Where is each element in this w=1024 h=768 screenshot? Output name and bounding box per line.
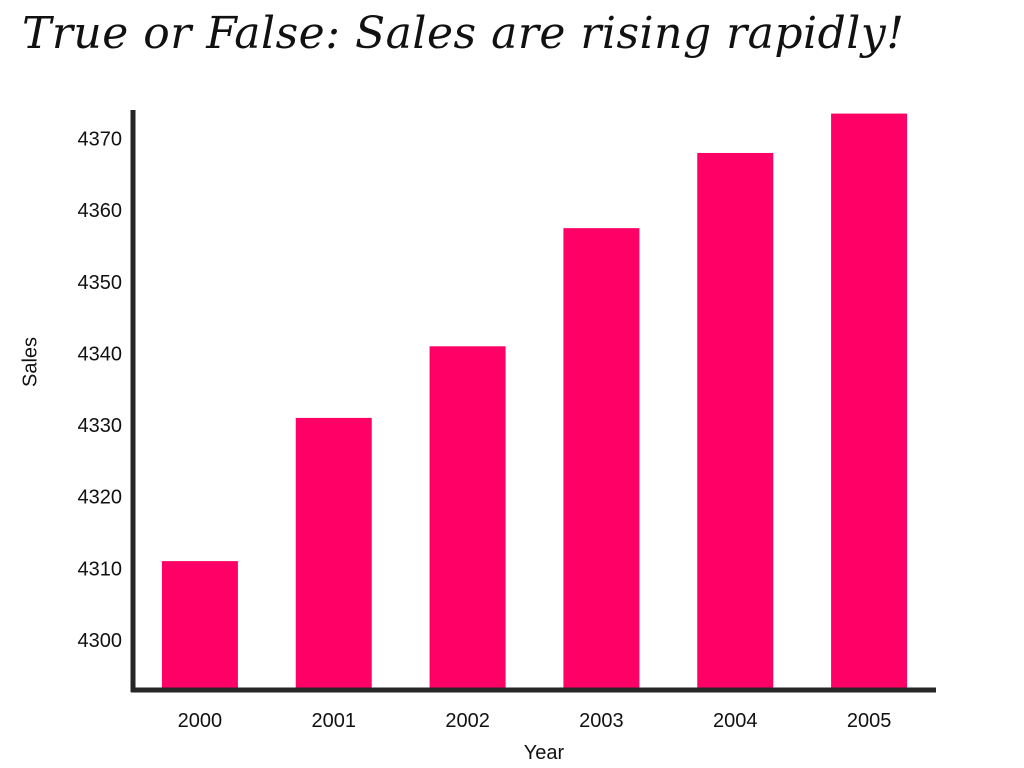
y-axis-label: Sales — [19, 336, 42, 388]
x-tick-label-2005: 2005 — [847, 710, 892, 732]
y-tick-label-4300: 4300 — [78, 630, 123, 652]
y-tick-label-4340: 4340 — [78, 343, 123, 365]
y-tick-label-4350: 4350 — [78, 272, 123, 294]
x-tick-label-2004: 2004 — [713, 710, 758, 732]
bar-2004 — [697, 152, 774, 691]
bar-2002 — [429, 346, 506, 690]
bar-2005 — [831, 113, 908, 690]
x-tick-label-2003: 2003 — [579, 710, 624, 732]
bars-group — [161, 113, 908, 691]
y-tick-label-4310: 4310 — [78, 558, 123, 580]
y-tick-labels: 4300 4310 4320 4330 4340 4350 4360 4370 — [78, 129, 123, 652]
x-tick-labels: 2000 2001 2002 2003 2004 2005 — [178, 710, 892, 732]
y-tick-label-4320: 4320 — [78, 487, 123, 509]
y-tick-label-4370: 4370 — [78, 129, 123, 151]
x-tick-label-2000: 2000 — [178, 710, 223, 732]
x-axis-label: Year — [523, 742, 565, 764]
bar-2003 — [563, 228, 640, 691]
y-tick-label-4330: 4330 — [78, 415, 123, 437]
x-tick-label-2002: 2002 — [445, 710, 490, 732]
chart-title: True or False: Sales are rising rapidly! — [22, 8, 905, 59]
bar-2001 — [295, 417, 372, 690]
x-tick-label-2001: 2001 — [312, 710, 357, 732]
y-tick-label-4360: 4360 — [78, 200, 123, 222]
bar-2000 — [161, 561, 238, 690]
